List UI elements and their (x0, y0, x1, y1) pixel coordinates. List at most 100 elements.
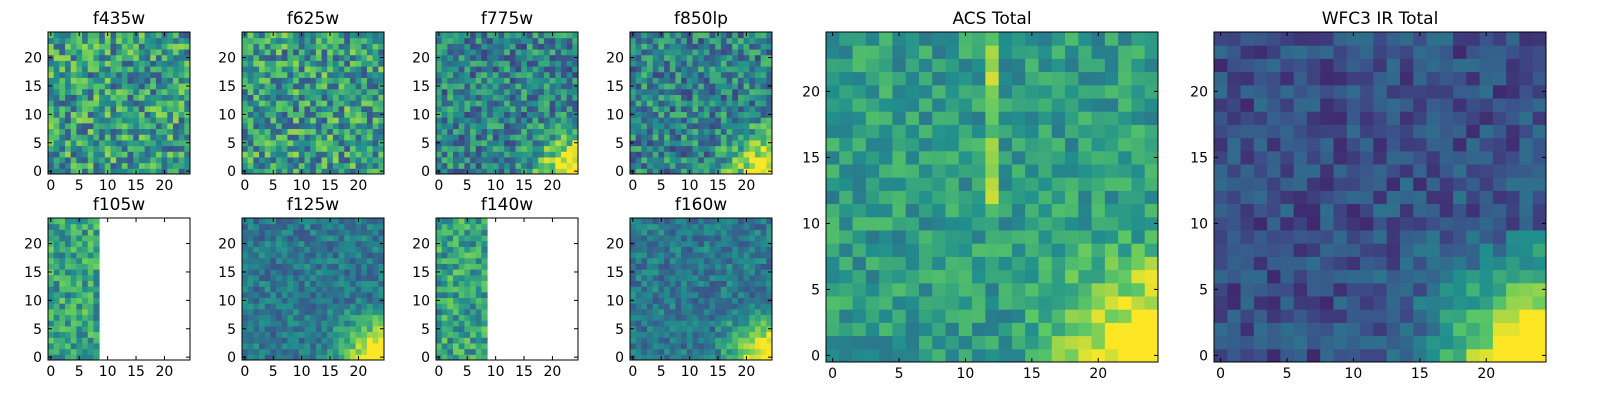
heatmap-cell (253, 157, 259, 163)
heatmap-cell (310, 146, 316, 152)
heatmap-cell (892, 217, 906, 231)
heatmap-cell (533, 129, 539, 135)
heatmap-cell (630, 315, 636, 321)
heatmap-cell (476, 241, 482, 247)
heatmap-cell (259, 258, 265, 264)
heatmap-cell (259, 229, 265, 235)
heatmap-cell (698, 140, 704, 146)
heatmap-cell (636, 286, 642, 292)
heatmap-cell (71, 246, 77, 252)
heatmap-cell (316, 309, 322, 315)
heatmap-cell (76, 112, 82, 118)
y-tick-label: 0 (615, 350, 624, 366)
heatmap-cell (179, 100, 185, 106)
heatmap-cell (972, 217, 986, 231)
heatmap-cell (447, 309, 453, 315)
heatmap-cell (866, 217, 880, 231)
heatmap-cell (299, 337, 305, 343)
heatmap-cell (293, 332, 299, 338)
heatmap-cell (470, 241, 476, 247)
heatmap-cell (550, 140, 556, 146)
heatmap-cell (658, 112, 664, 118)
heatmap-cell (658, 129, 664, 135)
heatmap-cell (715, 43, 721, 49)
y-tick-label: 0 (33, 164, 42, 180)
heatmap-cell (139, 77, 145, 83)
heatmap-cell (681, 241, 687, 247)
heatmap-cell (436, 106, 442, 112)
heatmap-cell (128, 123, 134, 129)
heatmap-cell (327, 252, 333, 258)
heatmap-cell (1078, 270, 1092, 284)
heatmap-cell (704, 241, 710, 247)
heatmap-cell (248, 286, 254, 292)
heatmap-cell (675, 224, 681, 230)
heatmap-cell (259, 241, 265, 247)
heatmap-cell (150, 129, 156, 135)
heatmap-cell (946, 204, 960, 218)
heatmap-cell (744, 140, 750, 146)
heatmap-cell (145, 151, 151, 157)
heatmap-cell (442, 292, 448, 298)
heatmap-cell (521, 83, 527, 89)
heatmap-cell (276, 275, 282, 281)
heatmap-cell (276, 315, 282, 321)
heatmap-cell (704, 123, 710, 129)
heatmap-cell (715, 140, 721, 146)
heatmap-cell (493, 43, 499, 49)
heatmap-cell (88, 55, 94, 61)
heatmap-cell (327, 326, 333, 332)
heatmap-cell (959, 296, 973, 310)
heatmap-cell (498, 151, 504, 157)
heatmap-cell (350, 224, 356, 230)
heatmap-cell (356, 224, 362, 230)
heatmap-cell (361, 60, 367, 66)
heatmap-cell (350, 315, 356, 321)
heatmap-cell (487, 55, 493, 61)
heatmap-cell (727, 83, 733, 89)
heatmap-cell (59, 320, 65, 326)
heatmap-cell (892, 177, 906, 191)
heatmap-cell (692, 112, 698, 118)
heatmap-cell (555, 112, 561, 118)
heatmap-cell (367, 298, 373, 304)
heatmap-cell (122, 60, 128, 66)
heatmap-cell (681, 140, 687, 146)
heatmap-cell (636, 320, 642, 326)
y-tick-label: 0 (615, 164, 624, 180)
heatmap-cell (1131, 296, 1145, 310)
heatmap-cell (647, 140, 653, 146)
heatmap-cell (133, 157, 139, 163)
heatmap-cell (265, 263, 271, 269)
heatmap-cell (999, 111, 1013, 125)
heatmap-cell (344, 332, 350, 338)
heatmap-cell (761, 326, 767, 332)
y-tick-label: 15 (218, 265, 236, 281)
heatmap-cell (128, 49, 134, 55)
heatmap-cell (282, 315, 288, 321)
heatmap-cell (282, 337, 288, 343)
heatmap-cell (647, 55, 653, 61)
heatmap-cell (715, 326, 721, 332)
heatmap-cell (749, 66, 755, 72)
heatmap-cell (721, 303, 727, 309)
heatmap-cell (88, 151, 94, 157)
heatmap-cell (327, 332, 333, 338)
heatmap-cell (248, 163, 254, 169)
heatmap-cell (1078, 256, 1092, 270)
heatmap-cell (755, 280, 761, 286)
heatmap-cell (299, 123, 305, 129)
heatmap-cell (71, 280, 77, 286)
heatmap-cell (65, 32, 71, 38)
heatmap-cell (248, 263, 254, 269)
heatmap-cell (749, 309, 755, 315)
heatmap-cell (373, 140, 379, 146)
heatmap-cell (670, 292, 676, 298)
heatmap-cell (339, 275, 345, 281)
heatmap-cell (150, 38, 156, 44)
heatmap-cell (270, 332, 276, 338)
heatmap-cell (344, 263, 350, 269)
heatmap-cell (555, 129, 561, 135)
heatmap-cell (339, 246, 345, 252)
heatmap-cell (1145, 322, 1159, 336)
